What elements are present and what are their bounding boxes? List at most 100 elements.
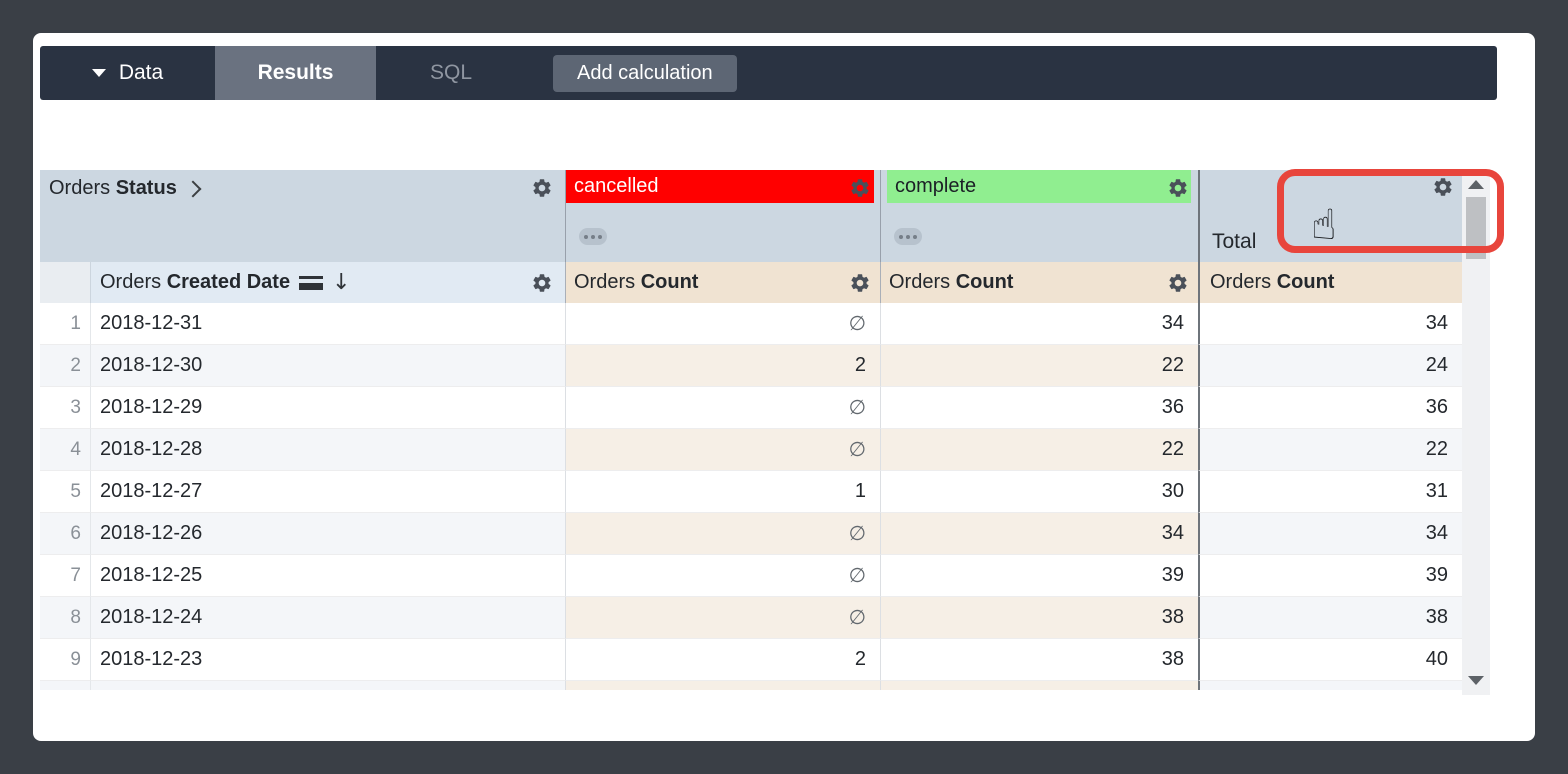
table-row: 7 2018-12-25 ∅ 39 39	[40, 555, 1462, 597]
measure-header-total[interactable]: Orders Count	[1198, 262, 1462, 303]
total-header-label: Total	[1212, 230, 1257, 253]
total-count-cell[interactable]: 31	[1198, 471, 1462, 513]
total-count-cell[interactable]: 34	[1198, 303, 1462, 345]
results-table: Orders Status cancelled complete Total	[40, 170, 1462, 690]
measure-name: Count	[955, 271, 1014, 293]
cancelled-count-cell[interactable]: 2	[565, 639, 880, 681]
table-row: 2 2018-12-30 2 22 24	[40, 345, 1462, 387]
table-body: 1 2018-12-31 ∅ 34 34 2 2018-12-30 2 22 2…	[40, 303, 1462, 690]
gear-icon[interactable]	[1167, 177, 1189, 199]
cancelled-count-cell[interactable]: 1	[565, 471, 880, 513]
dimension-name: Created Date	[166, 271, 291, 293]
total-count-cell[interactable]: 38	[1198, 597, 1462, 639]
date-cell[interactable]: 2018-12-22	[90, 681, 565, 690]
cancelled-count-cell[interactable]: 2	[565, 345, 880, 387]
cancelled-count-cell[interactable]: ∅	[565, 429, 880, 471]
gear-icon[interactable]	[531, 272, 553, 294]
cancelled-count-cell[interactable]: ∅	[565, 681, 880, 690]
sort-descending-icon[interactable]: ↓	[332, 269, 351, 295]
complete-count-cell[interactable]: 38	[880, 597, 1198, 639]
date-cell[interactable]: 2018-12-30	[90, 345, 565, 387]
date-cell[interactable]: 2018-12-31	[90, 303, 565, 345]
data-tab-label: Data	[118, 61, 164, 84]
measure-header-complete[interactable]: Orders Count	[880, 262, 1198, 303]
pivot-header-row: Orders Status cancelled complete Total	[40, 170, 1462, 262]
gear-icon[interactable]	[531, 177, 553, 199]
subtotal-lines-icon[interactable]	[299, 275, 324, 290]
dimension-header[interactable]: Orders Created Date ↓	[90, 262, 565, 303]
date-cell[interactable]: 2018-12-29	[90, 387, 565, 429]
date-cell[interactable]: 2018-12-23	[90, 639, 565, 681]
pivot-field-prefix: Orders	[49, 177, 111, 199]
dimension-prefix: Orders	[100, 271, 162, 293]
vertical-scrollbar[interactable]	[1462, 170, 1490, 695]
row-number: 5	[40, 471, 90, 513]
measure-header-cancelled[interactable]: Orders Count	[565, 262, 880, 303]
complete-count-cell[interactable]: 39	[880, 555, 1198, 597]
data-section-toggle[interactable]: Data	[40, 46, 215, 100]
complete-count-cell[interactable]: 36	[880, 387, 1198, 429]
table-row: 10 2018-12-22 ∅ 38 38	[40, 681, 1462, 690]
total-count-cell[interactable]: 22	[1198, 429, 1462, 471]
pivot-total-header[interactable]: Total	[1198, 170, 1462, 262]
measure-prefix: Orders	[889, 271, 951, 293]
ellipsis-pill[interactable]	[579, 228, 607, 245]
date-cell[interactable]: 2018-12-26	[90, 513, 565, 555]
tab-results[interactable]: Results	[215, 46, 376, 100]
pivot-field-title: Orders Status	[49, 177, 202, 200]
results-panel: Data Results SQL Add calculation Row Lim…	[33, 33, 1535, 741]
date-cell[interactable]: 2018-12-27	[90, 471, 565, 513]
total-count-cell[interactable]: 40	[1198, 639, 1462, 681]
add-calculation-button[interactable]: Add calculation	[553, 55, 737, 92]
measure-prefix: Orders	[1210, 271, 1272, 293]
pivot-value-tag[interactable]: cancelled	[566, 170, 874, 203]
table-row: 6 2018-12-26 ∅ 34 34	[40, 513, 1462, 555]
complete-count-cell[interactable]: 34	[880, 513, 1198, 555]
scrollbar-thumb[interactable]	[1466, 197, 1486, 259]
total-count-cell[interactable]: 24	[1198, 345, 1462, 387]
total-count-cell[interactable]: 36	[1198, 387, 1462, 429]
cancelled-count-cell[interactable]: ∅	[565, 513, 880, 555]
cancelled-count-cell[interactable]: ∅	[565, 555, 880, 597]
table-row: 4 2018-12-28 ∅ 22 22	[40, 429, 1462, 471]
complete-count-cell[interactable]: 30	[880, 471, 1198, 513]
measure-name: Count	[640, 271, 699, 293]
pivot-value-cancelled-header[interactable]: cancelled	[565, 170, 880, 262]
cancelled-count-cell[interactable]: ∅	[565, 597, 880, 639]
date-cell[interactable]: 2018-12-24	[90, 597, 565, 639]
date-cell[interactable]: 2018-12-28	[90, 429, 565, 471]
row-number: 10	[40, 681, 90, 690]
total-count-cell[interactable]: 39	[1198, 555, 1462, 597]
pivot-value-complete-header[interactable]: complete	[880, 170, 1198, 262]
scroll-up-icon[interactable]	[1468, 180, 1484, 189]
row-number: 4	[40, 429, 90, 471]
table-row: 8 2018-12-24 ∅ 38 38	[40, 597, 1462, 639]
pivot-field-header[interactable]: Orders Status	[40, 170, 565, 262]
date-cell[interactable]: 2018-12-25	[90, 555, 565, 597]
row-number-header	[40, 262, 90, 303]
total-count-cell[interactable]: 38	[1198, 681, 1462, 690]
pivot-value-tag[interactable]: complete	[887, 170, 1191, 203]
complete-count-cell[interactable]: 38	[880, 681, 1198, 690]
cancelled-count-cell[interactable]: ∅	[565, 387, 880, 429]
gear-icon[interactable]	[1167, 272, 1189, 294]
complete-count-cell[interactable]: 34	[880, 303, 1198, 345]
row-number: 9	[40, 639, 90, 681]
row-number: 7	[40, 555, 90, 597]
pivot-expand-chevron-icon[interactable]	[184, 180, 202, 197]
gear-icon[interactable]	[1432, 176, 1454, 198]
gear-icon[interactable]	[849, 272, 871, 294]
measure-prefix: Orders	[574, 271, 636, 293]
total-count-cell[interactable]: 34	[1198, 513, 1462, 555]
complete-count-cell[interactable]: 22	[880, 429, 1198, 471]
tab-sql[interactable]: SQL	[429, 61, 473, 84]
cancelled-count-cell[interactable]: ∅	[565, 303, 880, 345]
table-row: 9 2018-12-23 2 38 40	[40, 639, 1462, 681]
row-number: 3	[40, 387, 90, 429]
row-number: 1	[40, 303, 90, 345]
complete-count-cell[interactable]: 38	[880, 639, 1198, 681]
scroll-down-icon[interactable]	[1468, 676, 1484, 685]
gear-icon[interactable]	[849, 177, 871, 199]
complete-count-cell[interactable]: 22	[880, 345, 1198, 387]
ellipsis-pill[interactable]	[894, 228, 922, 245]
